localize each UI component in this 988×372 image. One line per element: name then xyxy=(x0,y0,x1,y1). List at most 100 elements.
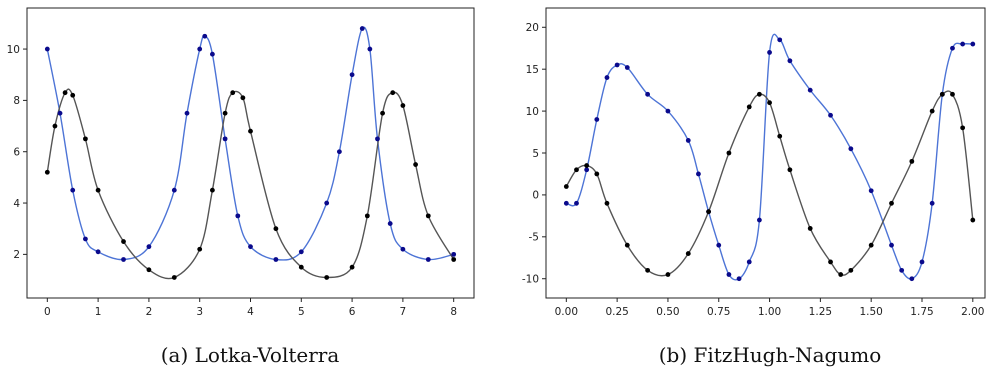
fitzhugh-nagumo-blue-data-point xyxy=(868,188,874,194)
fitzhugh-nagumo-plot-frame xyxy=(545,7,986,299)
fitzhugh-nagumo-blue-data-point xyxy=(777,37,783,43)
lotka-volterra-black-data-point xyxy=(230,90,236,96)
fitzhugh-nagumo-black-data-point xyxy=(848,267,854,273)
lotka-volterra-x-tick-label: 6 xyxy=(349,306,356,318)
fitzhugh-nagumo-blue-data-point xyxy=(889,242,894,248)
lotka-volterra-black-data-point xyxy=(413,162,418,167)
fitzhugh-nagumo-black-data-point xyxy=(757,91,762,97)
fitzhugh-nagumo-caption: (b) FitzHugh-Nagumo xyxy=(659,343,882,367)
lotka-volterra-black-data-point xyxy=(146,267,152,273)
lotka-volterra-panel: 0 1 2 3 4 5 6 7 8 2 4 6 8 10 (a) Lotka-Volterra xyxy=(7,7,475,367)
fitzhugh-nagumo-black-data-point xyxy=(868,242,874,248)
fitzhugh-nagumo-ticks: 0.00 0.25 0.50 0.75 1.00 1.25 1.50 1.75 2.00 20 15… xyxy=(522,22,985,318)
lotka-volterra-y-tick-label: 2 xyxy=(13,249,20,261)
lotka-volterra-black-data-point xyxy=(380,110,385,116)
lotka-volterra-blue-data-point xyxy=(324,200,330,206)
lotka-volterra-blue-data-point xyxy=(83,236,88,242)
fitzhugh-nagumo-black-data-point xyxy=(909,158,915,164)
lotka-volterra-x-tick-label: 7 xyxy=(400,306,407,318)
lotka-volterra-black-data-point xyxy=(44,169,50,175)
lotka-volterra-black-data-point xyxy=(425,213,431,219)
fitzhugh-nagumo-black-data-point xyxy=(645,267,651,273)
fitzhugh-nagumo-blue-data-point xyxy=(685,138,691,143)
fitzhugh-nagumo-black-data-point xyxy=(726,150,732,156)
lotka-volterra-y-tick-label: 10 xyxy=(7,44,20,56)
lotka-volterra-black-data-point xyxy=(83,136,88,142)
lotka-volterra-blue-data-point xyxy=(57,110,63,116)
lotka-volterra-black-data-point xyxy=(197,246,203,252)
fitzhugh-nagumo-blue-trajectory-line xyxy=(566,33,973,281)
lotka-volterra-black-data-point xyxy=(248,128,253,134)
fitzhugh-nagumo-x-tick-label: 1.25 xyxy=(809,306,832,318)
lotka-volterra-blue-data-point xyxy=(121,257,126,262)
fitzhugh-nagumo-black-data-point xyxy=(624,242,630,248)
lotka-volterra-black-data-point xyxy=(121,239,126,244)
lotka-volterra-x-tick-label: 4 xyxy=(247,306,254,318)
fitzhugh-nagumo-blue-data-point xyxy=(970,41,976,47)
lotka-volterra-blue-data-point xyxy=(171,187,177,193)
fitzhugh-nagumo-y-tick-label: 15 xyxy=(526,64,539,76)
fitzhugh-nagumo-x-tick-label: 1.00 xyxy=(758,306,781,318)
lotka-volterra-y-tick-label: 8 xyxy=(13,95,20,107)
lotka-volterra-trajectories xyxy=(46,26,455,280)
fitzhugh-nagumo-black-data-point xyxy=(970,217,976,223)
fitzhugh-nagumo-x-tick-label: 0.75 xyxy=(707,306,730,318)
fitzhugh-nagumo-y-tick-label: 10 xyxy=(526,106,539,118)
lotka-volterra-blue-data-point xyxy=(222,136,228,142)
fitzhugh-nagumo-black-data-point xyxy=(706,209,711,215)
lotka-volterra-blue-data-point xyxy=(70,187,76,193)
lotka-volterra-blue-data-point xyxy=(336,149,342,155)
lotka-volterra-black-trajectory-line xyxy=(46,88,455,280)
fitzhugh-nagumo-blue-data-point xyxy=(594,117,600,122)
fitzhugh-nagumo-y-tick-label: 5 xyxy=(532,148,539,160)
lotka-volterra-black-data-point xyxy=(70,92,76,98)
lotka-volterra-blue-trajectory-line xyxy=(46,26,454,261)
fitzhugh-nagumo-blue-data-point xyxy=(574,200,579,206)
fitzhugh-nagumo-x-tick-label: 1.50 xyxy=(859,306,882,318)
lotka-volterra-blue-data-point xyxy=(184,110,190,116)
lotka-volterra-black-data-point xyxy=(52,123,58,129)
fitzhugh-nagumo-black-data-point xyxy=(960,125,966,131)
fitzhugh-nagumo-black-data-point xyxy=(939,91,945,97)
fitzhugh-nagumo-blue-data-point xyxy=(767,50,772,55)
lotka-volterra-y-tick-label: 4 xyxy=(13,198,20,210)
fitzhugh-nagumo-black-data-point xyxy=(807,226,813,231)
fitzhugh-nagumo-x-tick-label: 1.75 xyxy=(910,306,933,318)
fitzhugh-nagumo-blue-data-point xyxy=(726,272,732,277)
fitzhugh-nagumo-x-tick-label: 0.25 xyxy=(605,306,628,318)
lotka-volterra-blue-data-point xyxy=(202,33,208,39)
fitzhugh-nagumo-blue-data-point xyxy=(736,276,742,282)
lotka-volterra-blue-data-point xyxy=(359,26,365,31)
lotka-volterra-black-data-point xyxy=(240,95,246,101)
fitzhugh-nagumo-blue-data-point xyxy=(757,217,762,223)
lotka-volterra-blue-data-point xyxy=(44,46,50,52)
fitzhugh-nagumo-blue-data-point xyxy=(899,267,905,273)
fitzhugh-nagumo-black-data-point xyxy=(828,259,833,265)
fitzhugh-nagumo-black-data-point xyxy=(604,200,610,206)
lotka-volterra-plot-frame xyxy=(26,7,475,299)
fitzhugh-nagumo-black-data-point xyxy=(665,272,671,277)
lotka-volterra-black-data-point xyxy=(95,187,101,193)
fitzhugh-nagumo-blue-data-point xyxy=(828,112,833,118)
fitzhugh-nagumo-blue-data-point xyxy=(909,276,915,282)
lotka-volterra-blue-data-point xyxy=(425,257,431,262)
lotka-volterra-blue-data-point xyxy=(146,244,152,250)
fitzhugh-nagumo-black-trajectory-line xyxy=(565,90,974,277)
lotka-volterra-blue-data-point xyxy=(367,46,373,52)
lotka-volterra-black-data-point xyxy=(349,264,355,270)
fitzhugh-nagumo-black-data-point xyxy=(787,167,793,173)
fitzhugh-nagumo-blue-data-point xyxy=(614,62,620,68)
lotka-volterra-caption: (a) Lotka-Volterra xyxy=(161,343,340,367)
fitzhugh-nagumo-panel: 0.00 0.25 0.50 0.75 1.00 1.25 1.50 1.75 2.00 20 15… xyxy=(522,7,986,367)
fitzhugh-nagumo-blue-data-point xyxy=(604,75,610,80)
lotka-volterra-black-data-point xyxy=(324,275,330,280)
fitzhugh-nagumo-x-tick-label: 0.50 xyxy=(656,306,679,318)
lotka-volterra-black-data-point xyxy=(222,110,228,116)
lotka-volterra-y-tick-label: 6 xyxy=(13,147,20,159)
fitzhugh-nagumo-observations xyxy=(563,37,976,282)
lotka-volterra-observations xyxy=(44,26,457,280)
lotka-volterra-x-tick-label: 1 xyxy=(95,306,102,318)
lotka-volterra-x-tick-label: 2 xyxy=(146,306,153,318)
lotka-volterra-blue-data-point xyxy=(375,136,380,142)
